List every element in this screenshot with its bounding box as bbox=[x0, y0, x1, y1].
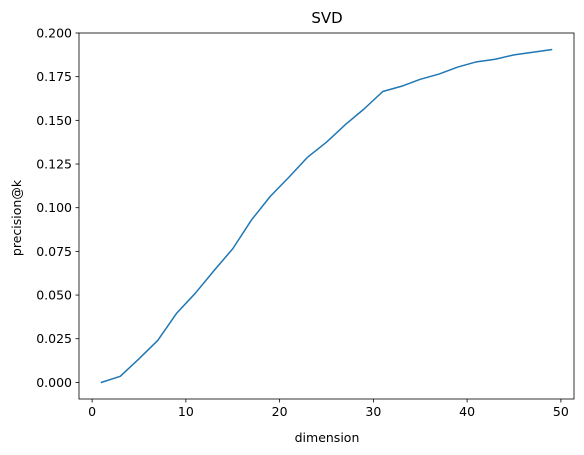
plot-frame bbox=[78, 32, 575, 400]
y-tick-label: 0.075 bbox=[36, 244, 72, 259]
x-tick-label: 10 bbox=[178, 404, 194, 419]
y-tick-label: 0.100 bbox=[36, 200, 72, 215]
x-tick-label: 30 bbox=[365, 404, 381, 419]
y-tick-label: 0.150 bbox=[36, 113, 72, 128]
plot-area: 0 10 20 30 40 50 0.000 0.025 0.050 0.075 0.100 0.12… bbox=[36, 26, 575, 419]
x-axis-label: dimension bbox=[295, 430, 360, 445]
x-tick-label: 40 bbox=[459, 404, 475, 419]
series-line-0 bbox=[100, 48, 553, 384]
chart-title: SVD bbox=[311, 9, 342, 27]
x-tick-label: 50 bbox=[553, 404, 569, 419]
y-tick-label: 0.050 bbox=[36, 288, 72, 303]
x-tick-label: 20 bbox=[272, 404, 288, 419]
y-tick-label: 0.175 bbox=[36, 69, 72, 84]
y-tick-label: 0.000 bbox=[36, 375, 72, 390]
x-tick-label: 0 bbox=[88, 404, 96, 419]
y-axis-label: precision@k bbox=[9, 179, 24, 256]
y-tick-label: 0.125 bbox=[36, 157, 72, 172]
y-tick-label: 0.200 bbox=[36, 26, 72, 41]
y-tick-label: 0.025 bbox=[36, 331, 72, 346]
